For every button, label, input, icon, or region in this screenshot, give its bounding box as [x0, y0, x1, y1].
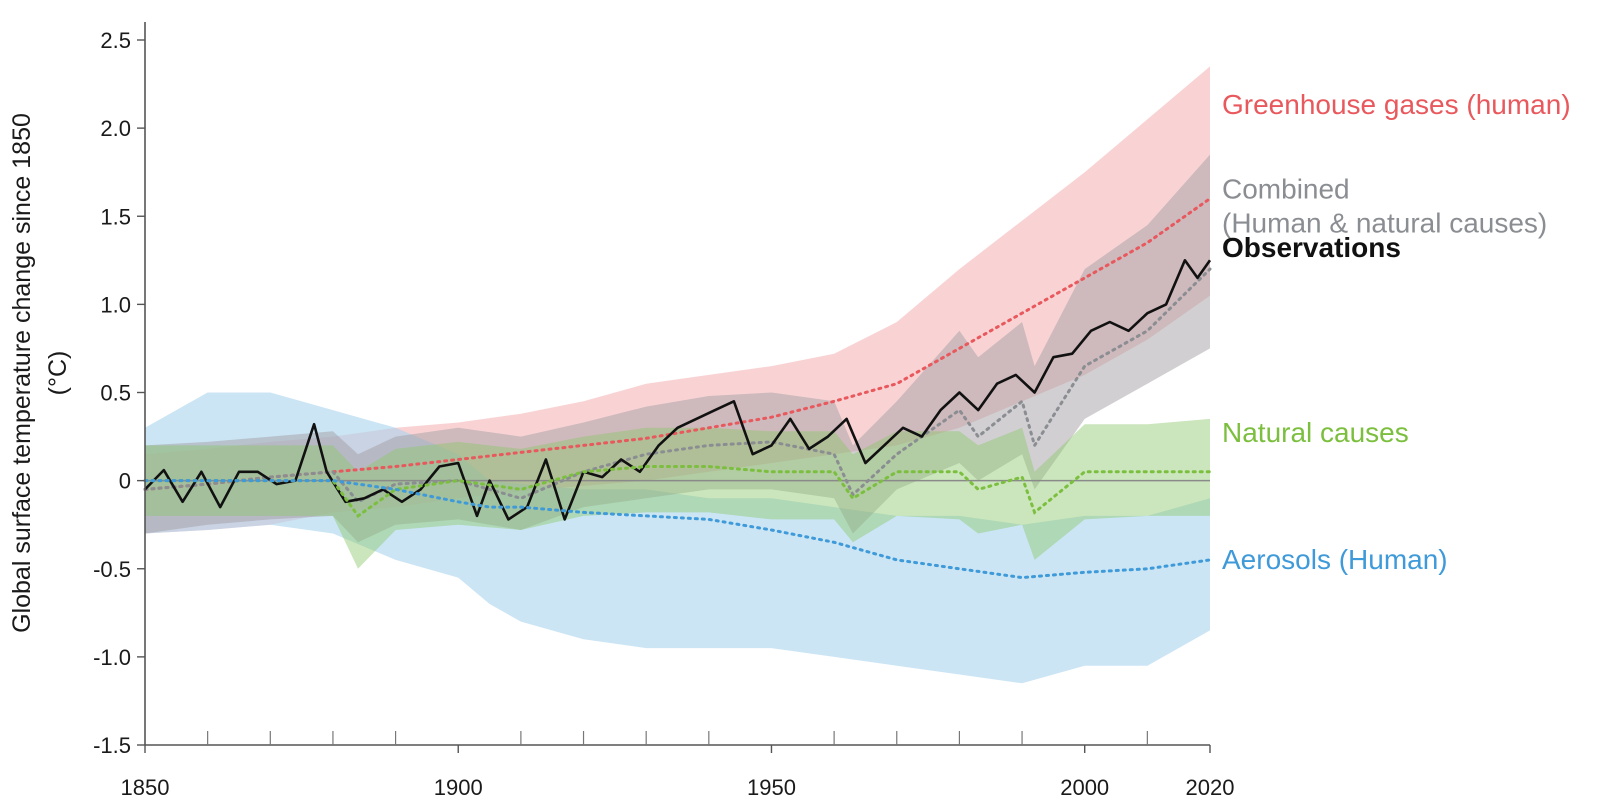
combined-band — [145, 154, 1210, 543]
y-axis-title-line2: (°C) — [44, 351, 72, 396]
series-lines — [143, 197, 1212, 580]
series-label-observations: Observations — [1222, 232, 1401, 263]
x-tick-label: 1950 — [747, 775, 796, 800]
observations-line — [144, 258, 1212, 521]
uncertainty-bands — [145, 66, 1210, 684]
series-label-natural-causes: Natural causes — [1222, 417, 1409, 448]
y-tick-label: 1.0 — [100, 292, 131, 317]
y-axis-title: Global surface temperature change since … — [8, 113, 72, 633]
y-tick-label: -0.5 — [93, 557, 131, 582]
y-tick-label: -1.5 — [93, 733, 131, 758]
y-tick-label: -1.0 — [93, 645, 131, 670]
y-tick-label: 1.5 — [100, 204, 131, 229]
series-label-aerosols-human: Aerosols (Human) — [1222, 544, 1448, 575]
x-tick-label: 1900 — [434, 775, 483, 800]
series-labels: Greenhouse gases (human) Combined(Human &… — [1222, 89, 1571, 575]
y-tick-label: 2.5 — [100, 28, 131, 53]
y-axis-title-line1: Global surface temperature change since … — [8, 113, 36, 633]
axes: -1.5 -1.0 -0.5 0 0.5 1.0 1.5 2.0 2.5 1850 1900 1950… — [93, 22, 1234, 800]
y-tick-label: 0.5 — [100, 381, 131, 406]
combined-mean-line — [143, 267, 1212, 504]
series-label-combined: (Human & natural causes) — [1222, 208, 1547, 239]
x-tick-label: 2000 — [1060, 775, 1109, 800]
natural-causes-mean-line — [143, 465, 1212, 518]
series-label-combined: Combined — [1222, 174, 1350, 205]
y-tick-label: 0 — [119, 469, 131, 494]
x-tick-label: 1850 — [121, 775, 170, 800]
series-label-greenhouse-gases-human: Greenhouse gases (human) — [1222, 89, 1571, 120]
aerosols-human-mean-line — [143, 479, 1212, 580]
x-tick-label: 2020 — [1186, 775, 1235, 800]
natural-causes-band — [145, 418, 1210, 569]
y-tick-label: 2.0 — [100, 116, 131, 141]
